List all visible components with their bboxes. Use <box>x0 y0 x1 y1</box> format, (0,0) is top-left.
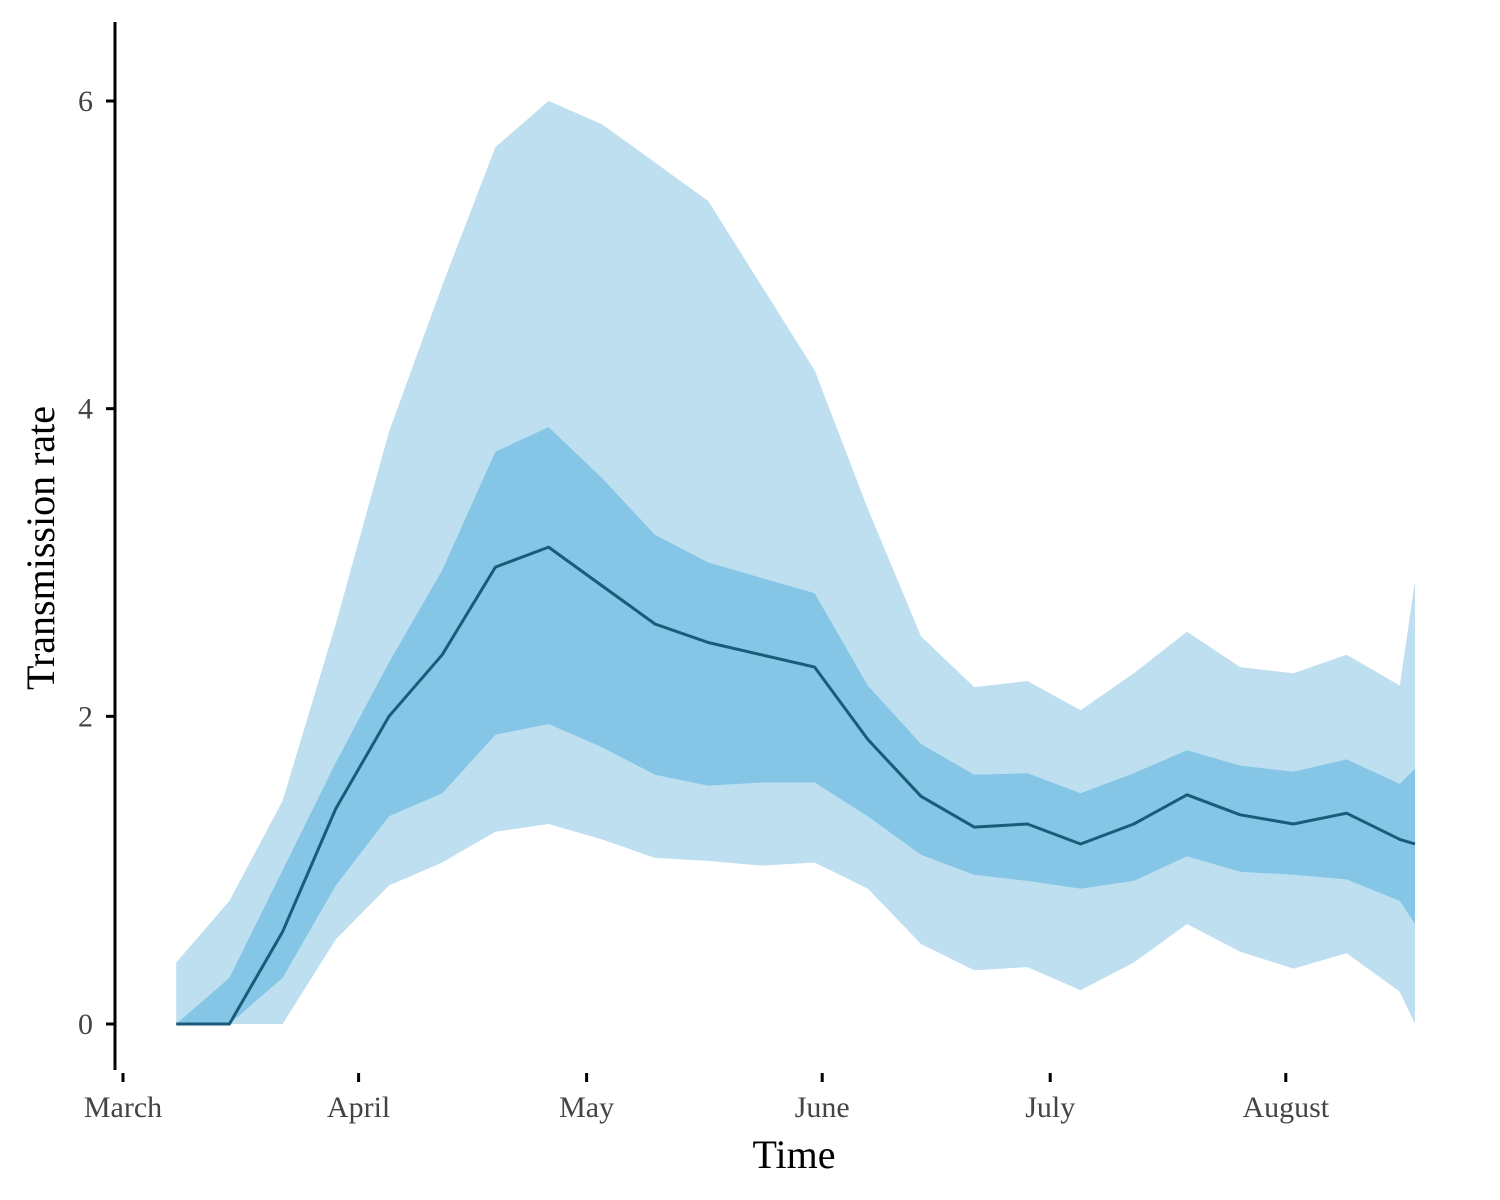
y-tick-label: 0 <box>78 1008 93 1041</box>
x-axis-ticks: March April May June July August <box>84 1073 1330 1124</box>
y-axis-title: Transmission rate <box>18 406 63 690</box>
y-tick-label: 2 <box>78 700 93 733</box>
x-tick-label: June <box>795 1091 850 1124</box>
median-line-group <box>176 545 1416 1026</box>
y-tick-label: 4 <box>78 393 93 426</box>
y-tick-label: 6 <box>78 85 93 118</box>
x-tick-label: March <box>84 1091 162 1124</box>
x-tick-label: July <box>1025 1091 1075 1124</box>
uncertainty-bands <box>176 101 1416 1025</box>
inner-credible-band <box>176 427 1416 1025</box>
outer-credible-band <box>176 101 1416 1024</box>
x-tick-label: May <box>559 1091 614 1124</box>
x-tick-label: April <box>327 1091 390 1124</box>
median-line <box>176 545 1416 1026</box>
x-axis-title: Time <box>752 1132 835 1177</box>
x-tick-label: August <box>1242 1091 1329 1124</box>
y-axis-ticks: 0 2 4 6 <box>78 85 115 1041</box>
axes: 0 2 4 6 March April May June July August <box>78 22 1330 1124</box>
